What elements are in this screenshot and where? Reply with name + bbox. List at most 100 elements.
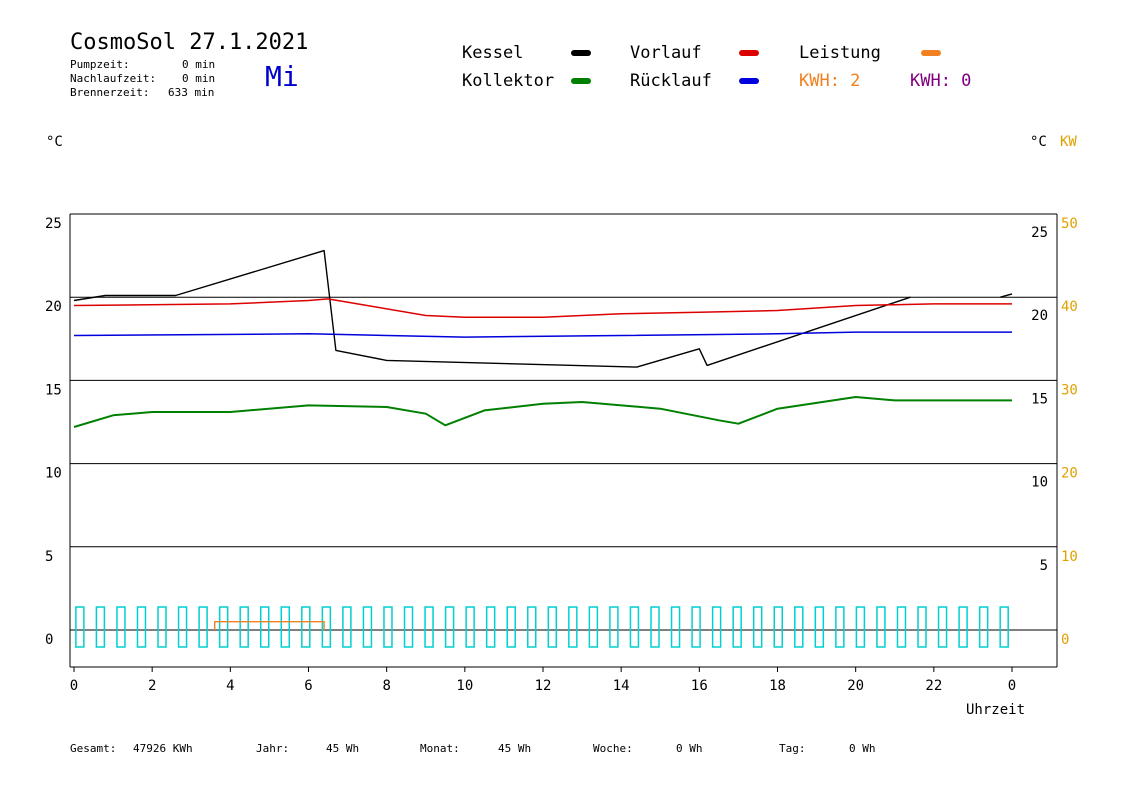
y-tick-label-left: 15 [45,382,62,398]
y-tick-label-right-kw: 30 [1061,382,1078,398]
left-unit-label: °C [46,134,63,150]
legend-kessel-label: Kessel [462,43,524,63]
pump-marker [752,606,763,648]
footer-label: Gesamt: [70,742,117,755]
series-line-leistung [214,621,325,630]
pump-marker [917,606,927,648]
footer-value: 45 Wh [326,742,360,755]
pump-marker [937,606,948,648]
x-axis-label: Uhrzeit [966,702,1026,718]
chart-title: CosmoSol 27.1.2021 [70,30,309,55]
info-label: Nachlaufzeit: [70,72,157,85]
footer-value: 0 Wh [676,742,703,755]
info-label: Pumpzeit: [70,58,130,71]
info-value: 0 min [182,72,216,85]
y-tick-label-right-kw: 20 [1061,466,1078,482]
footer-jahr: Jahr: 45 Wh [256,742,359,755]
pump-marker [239,606,249,648]
pump-marker [362,606,373,648]
pump-marker [403,606,414,648]
info-brennerzeit: Brennerzeit: 633 min [70,86,214,99]
footer-value: 45 Wh [498,742,532,755]
footer-value: 0 Wh [849,742,876,755]
info-value: 0 min [182,58,216,71]
pump-marker [321,606,332,648]
pump-marker [835,606,845,648]
pump-marker [732,606,742,648]
y-tick-label-right-kw: 10 [1061,549,1078,565]
pump-marker [280,606,291,648]
pump-marker [301,606,311,648]
y-tick-label-left: 25 [45,216,62,232]
pump-marker [75,606,85,648]
y-tick-label-right-kw: 40 [1061,299,1078,315]
y-tick-label-right-c: 20 [1031,308,1048,324]
footer-label: Monat: [420,742,460,755]
footer-label: Woche: [593,742,633,755]
x-tick-label: 8 [382,678,390,694]
pump-marker [711,606,722,648]
pump-marker [485,606,496,648]
x-tick-label: 6 [304,678,312,694]
pump-marker [547,606,558,648]
x-tick-label: 20 [847,678,864,694]
x-tick-label: 0 [1008,678,1016,694]
pump-marker [896,606,907,648]
pump-marker [177,606,188,648]
legend-vorlauf-label: Vorlauf [630,43,702,63]
pump-marker [157,606,167,648]
legend-ruecklauf-swatch [739,78,759,84]
footer-gesamt: Gesamt: 47926 KWh [70,742,193,755]
legend-vorlauf-swatch [739,50,759,56]
pump-marker [855,606,866,648]
legend-ruecklauf-label: Rücklauf [630,71,712,91]
x-tick-label: 4 [226,678,234,694]
x-tick-label: 18 [769,678,786,694]
footer-label: Tag: [779,742,806,755]
y-tick-label-left: 5 [45,549,53,565]
x-tick-label: 2 [148,678,156,694]
legend-leistung-swatch [921,50,941,56]
pump-marker [444,606,455,648]
footer-label: Jahr: [256,742,290,755]
y-tick-label-left: 0 [45,632,53,648]
pump-marker [978,606,989,648]
legend-kwh-orange: KWH: 2 [799,71,861,91]
footer-monat: Monat: 45 Wh [420,742,531,755]
pump-marker [424,606,434,648]
footer-value: 47926 KWh [133,742,193,755]
x-tick-label: 22 [925,678,942,694]
x-tick-label: 12 [535,678,552,694]
info-label: Brennerzeit: [70,86,150,99]
pump-marker [794,606,804,648]
pump-marker [629,606,640,648]
pump-marker [506,606,516,648]
series-line-kessel [73,249,911,368]
pump-marker [691,606,701,648]
pump-marker [773,606,783,648]
series-line-kollektor [73,396,1012,428]
x-tick-label: 0 [70,678,78,694]
pump-marker [568,606,578,648]
legend-kessel-swatch [571,50,591,56]
y-tick-label-left: 10 [45,466,62,482]
pump-marker [609,606,619,648]
y-tick-label-right-c: 10 [1031,475,1048,491]
series-line-kessel-tail [1000,293,1013,298]
y-tick-label-right-c: 15 [1031,391,1048,407]
x-tick-label: 10 [456,678,473,694]
x-tick-label: 16 [691,678,708,694]
info-nachlaufzeit: Nachlaufzeit: 0 min [70,72,215,85]
y-tick-label-right-kw: 0 [1061,632,1069,648]
legend-leistung-label: Leistung [799,43,881,63]
y-tick-label-right-kw: 50 [1061,216,1078,232]
pump-marker [136,606,147,648]
right-unit-c-label: °C [1030,134,1047,150]
pump-marker [198,606,208,648]
pump-marker [999,606,1009,648]
legend-kwh-purple: KWH: 0 [910,71,972,91]
y-tick-label-left: 20 [45,299,62,315]
footer-tag: Tag: 0 Wh [779,742,876,755]
pump-marker [383,606,393,648]
